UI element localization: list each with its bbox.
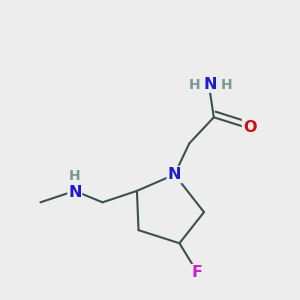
Text: H: H	[221, 78, 233, 92]
Text: N: N	[168, 167, 181, 182]
Text: H: H	[69, 169, 81, 183]
Text: O: O	[243, 120, 256, 135]
Text: N: N	[68, 185, 82, 200]
Text: H: H	[188, 78, 200, 92]
Text: N: N	[204, 77, 217, 92]
Text: F: F	[192, 265, 203, 280]
